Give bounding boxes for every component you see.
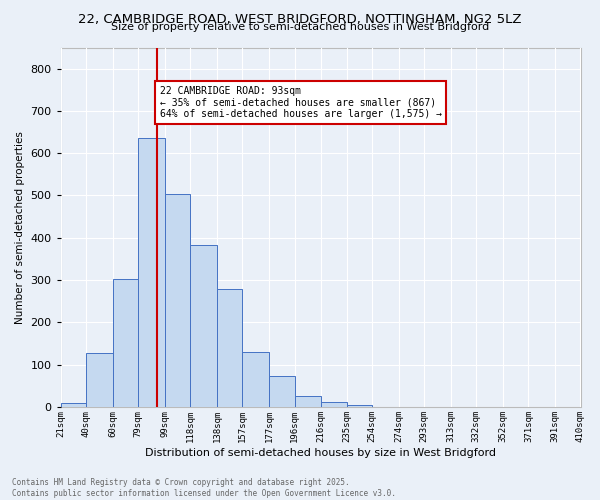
Bar <box>321 402 347 407</box>
Bar <box>113 279 138 407</box>
Bar <box>138 138 165 407</box>
Text: Contains HM Land Registry data © Crown copyright and database right 2025.
Contai: Contains HM Land Registry data © Crown c… <box>12 478 396 498</box>
Text: 22 CAMBRIDGE ROAD: 93sqm
← 35% of semi-detached houses are smaller (867)
64% of : 22 CAMBRIDGE ROAD: 93sqm ← 35% of semi-d… <box>160 86 442 119</box>
Text: Size of property relative to semi-detached houses in West Bridgford: Size of property relative to semi-detach… <box>111 22 489 32</box>
Y-axis label: Number of semi-detached properties: Number of semi-detached properties <box>15 131 25 324</box>
Bar <box>295 396 321 407</box>
Bar <box>86 353 113 407</box>
Bar <box>242 352 269 407</box>
Bar <box>61 402 86 407</box>
Bar <box>347 405 372 407</box>
Bar <box>190 245 217 407</box>
Bar <box>269 376 295 407</box>
Bar <box>165 194 190 407</box>
X-axis label: Distribution of semi-detached houses by size in West Bridgford: Distribution of semi-detached houses by … <box>145 448 496 458</box>
Text: 22, CAMBRIDGE ROAD, WEST BRIDGFORD, NOTTINGHAM, NG2 5LZ: 22, CAMBRIDGE ROAD, WEST BRIDGFORD, NOTT… <box>78 12 522 26</box>
Bar <box>217 290 242 407</box>
